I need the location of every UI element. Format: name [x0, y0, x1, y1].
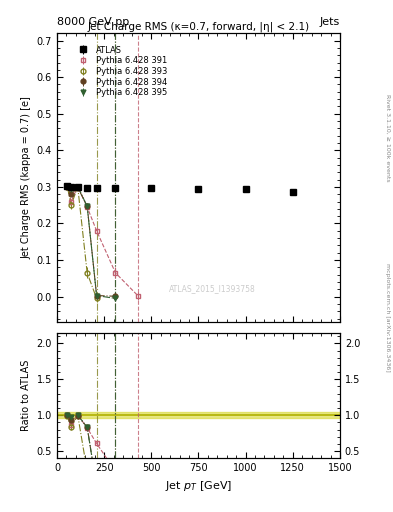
Bar [57, 412, 340, 418]
Text: Rivet 3.1.10, ≥ 100k events: Rivet 3.1.10, ≥ 100k events [385, 94, 390, 182]
Legend: ATLAS, Pythia 6.428 391, Pythia 6.428 393, Pythia 6.428 394, Pythia 6.428 395: ATLAS, Pythia 6.428 391, Pythia 6.428 39… [70, 43, 170, 100]
Text: Jets: Jets [320, 16, 340, 27]
Y-axis label: Jet Charge RMS (kappa = 0.7) [e]: Jet Charge RMS (kappa = 0.7) [e] [21, 96, 31, 259]
Title: Jet Charge RMS (κ=0.7, forward, |η| < 2.1): Jet Charge RMS (κ=0.7, forward, |η| < 2.… [87, 21, 310, 32]
Text: 8000 GeV pp: 8000 GeV pp [57, 16, 129, 27]
Text: mcplots.cern.ch [arXiv:1306.3436]: mcplots.cern.ch [arXiv:1306.3436] [385, 263, 390, 372]
Text: ATLAS_2015_I1393758: ATLAS_2015_I1393758 [169, 284, 256, 293]
Y-axis label: Ratio to ATLAS: Ratio to ATLAS [21, 360, 31, 431]
X-axis label: Jet $p_{T}$ [GeV]: Jet $p_{T}$ [GeV] [165, 479, 232, 493]
